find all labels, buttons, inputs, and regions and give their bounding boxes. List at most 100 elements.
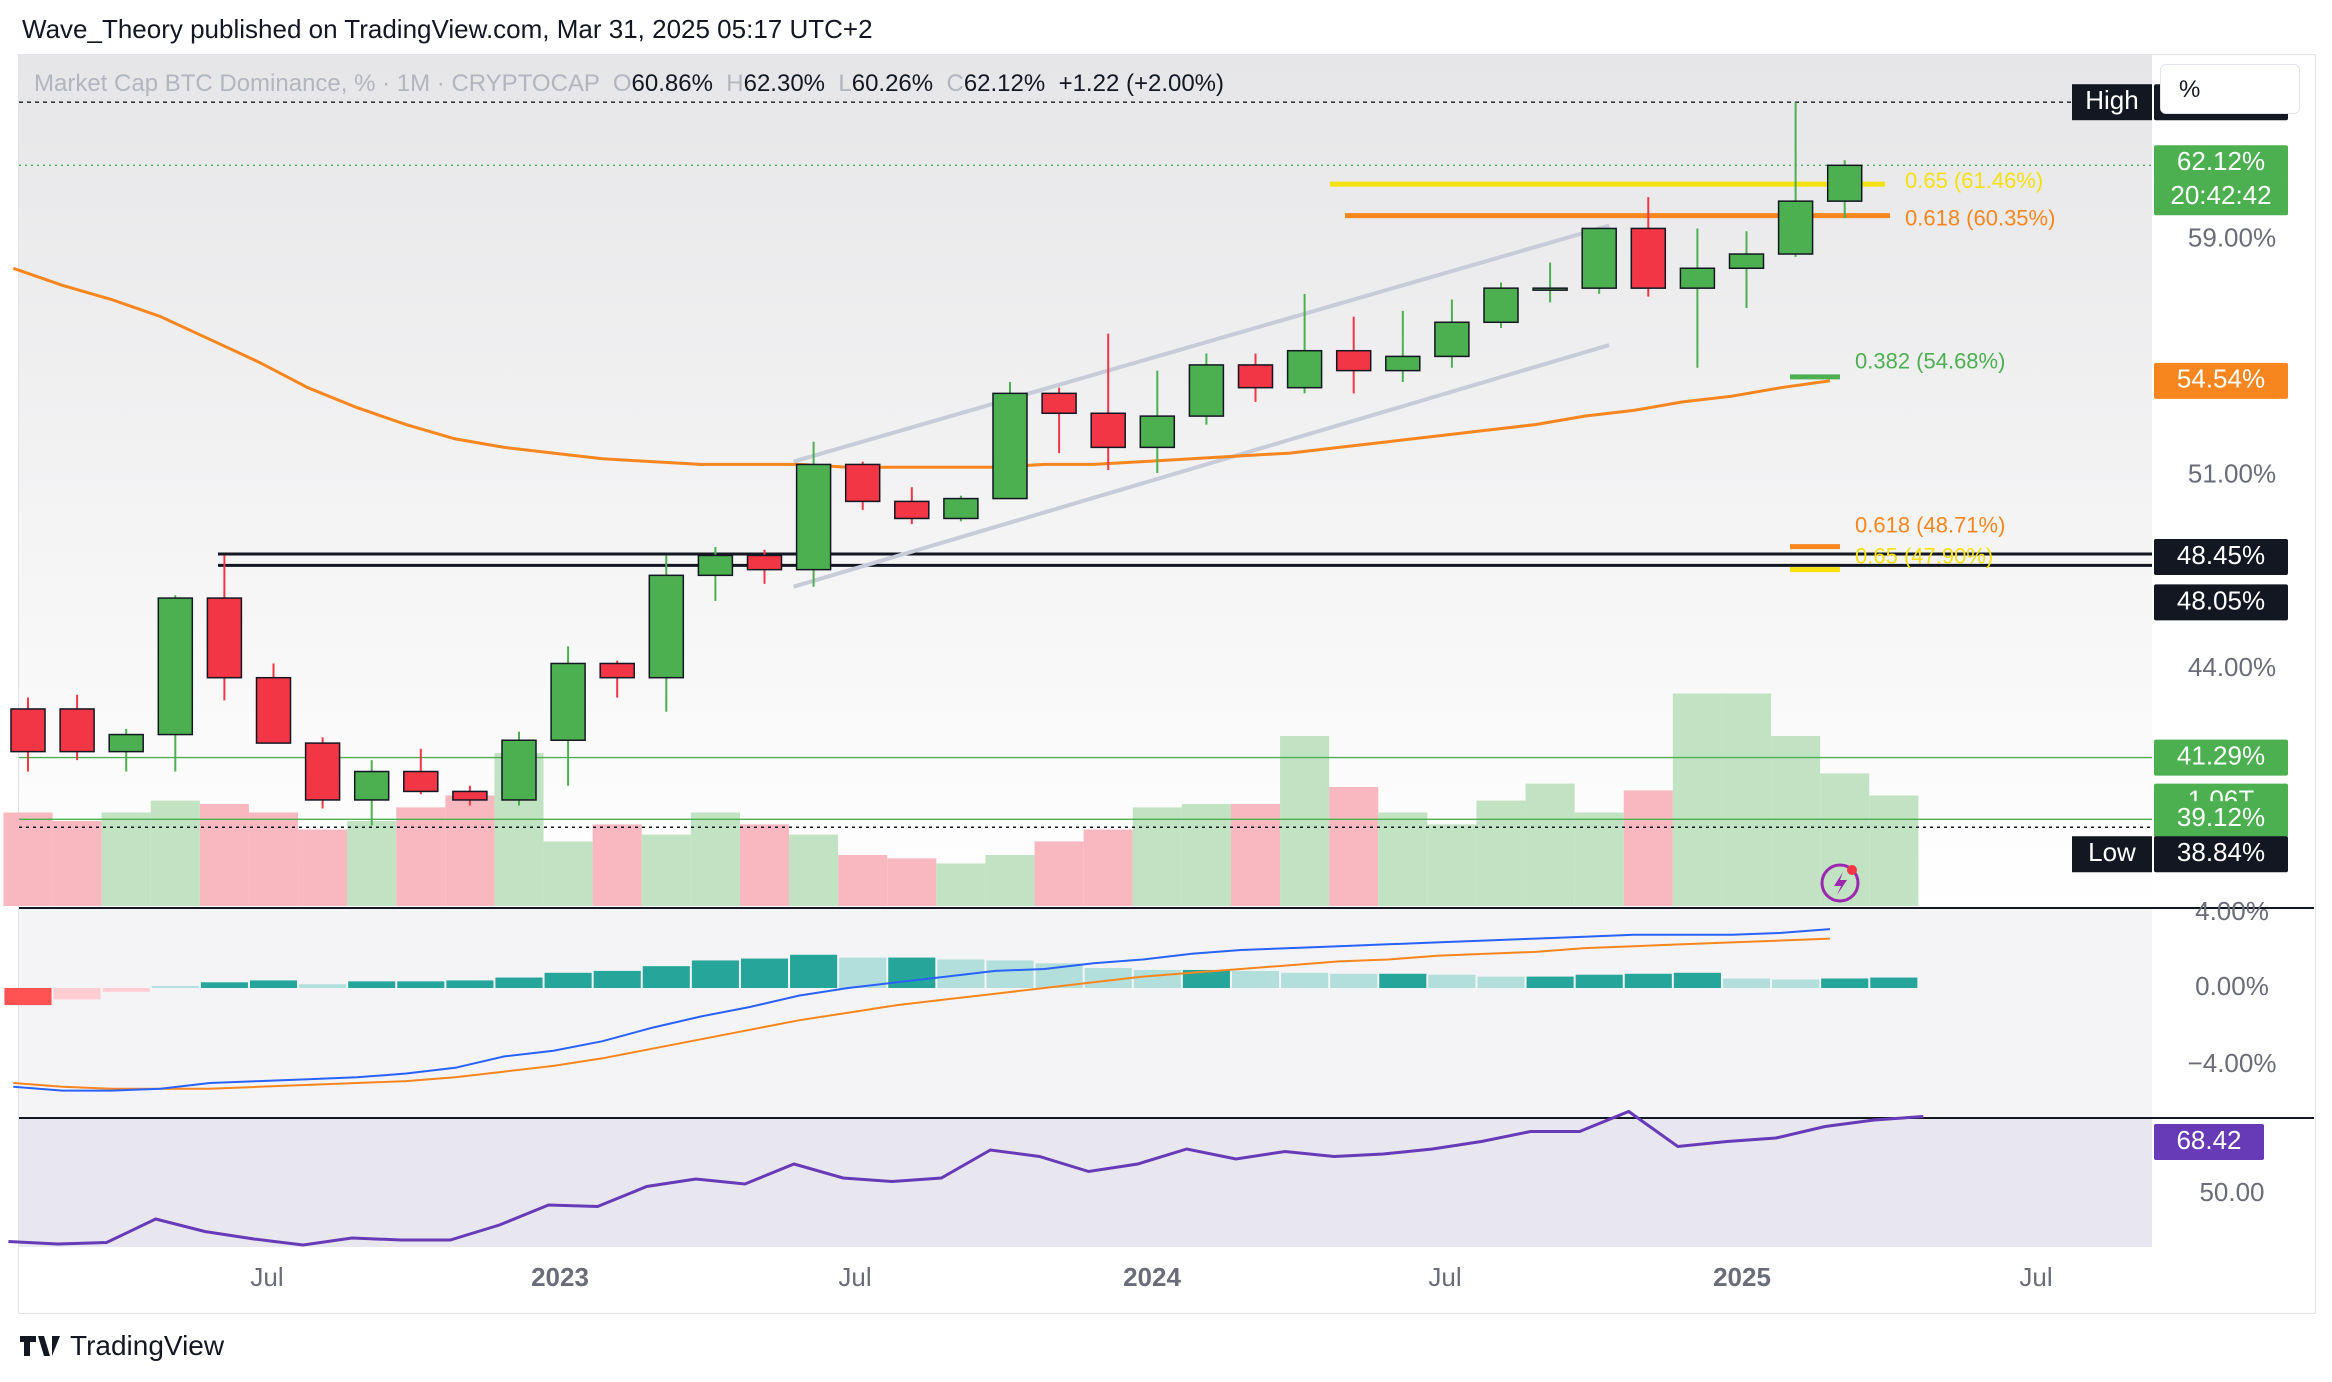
volume-bar bbox=[789, 834, 839, 906]
price-label: 48.05% bbox=[2177, 585, 2265, 615]
macd-histogram-bar bbox=[446, 980, 494, 988]
price-label-bg bbox=[2154, 836, 2288, 873]
macd-histogram-bar bbox=[544, 972, 592, 988]
axis-badge-label: High bbox=[2085, 85, 2138, 115]
candle-body bbox=[304, 742, 341, 801]
volume-bar bbox=[1869, 795, 1919, 906]
legend-change: +1.22 (+2.00%) bbox=[1058, 70, 1225, 97]
volume-bar bbox=[101, 812, 151, 906]
macd-tick-label: −4.00% bbox=[2188, 1048, 2277, 1078]
candle-body bbox=[1483, 287, 1519, 324]
x-tick-label: Jul bbox=[1428, 1262, 1461, 1292]
chart-frame bbox=[18, 54, 2316, 1314]
x-tick-label: 2023 bbox=[531, 1262, 589, 1292]
candle-body bbox=[353, 770, 390, 801]
macd-histogram-bar bbox=[1772, 979, 1820, 988]
channel-upper-line bbox=[793, 223, 1610, 464]
candle-body bbox=[1139, 415, 1176, 449]
volume-bar bbox=[739, 824, 790, 906]
volume-bar bbox=[1083, 829, 1133, 906]
legend-low-label: L bbox=[838, 70, 852, 97]
macd-pane-bg bbox=[19, 909, 2152, 1117]
macd-histogram-bar bbox=[740, 958, 789, 988]
candle-body bbox=[206, 597, 243, 679]
legend-high-label: H bbox=[726, 70, 744, 97]
macd-histogram-bar bbox=[53, 988, 101, 1000]
y-tick-label: 51.00% bbox=[2188, 459, 2276, 489]
price-label: 48.45% bbox=[2177, 540, 2265, 570]
volume-bar bbox=[298, 829, 348, 906]
macd-histogram-bar bbox=[1231, 970, 1280, 988]
x-tick-label: 2024 bbox=[1123, 1262, 1181, 1292]
rsi-tick-label: 50.00 bbox=[2199, 1177, 2264, 1207]
rsi-value-bg bbox=[2154, 1124, 2264, 1160]
volume-bar bbox=[347, 821, 397, 906]
volume-bar bbox=[1280, 736, 1330, 906]
candle-body bbox=[157, 597, 194, 736]
volume-bar bbox=[52, 821, 102, 906]
volume-bar bbox=[936, 863, 986, 906]
macd-histogram-bar bbox=[4, 988, 52, 1006]
candle-body bbox=[59, 708, 95, 753]
rsi-line bbox=[8, 1109, 1924, 1247]
fib-label: 0.65 (47.90%) bbox=[1855, 543, 1993, 568]
price-label: 54.54% bbox=[2177, 364, 2265, 394]
x-tick-label: Jul bbox=[2019, 1262, 2052, 1292]
candle-body bbox=[255, 676, 292, 744]
candle-body bbox=[1777, 200, 1814, 255]
candle-body bbox=[599, 662, 635, 679]
volume-bar bbox=[396, 807, 446, 906]
volume-bar bbox=[1427, 824, 1477, 906]
publish-header: Wave_Theory published on TradingView.com… bbox=[22, 14, 873, 44]
volume-bar bbox=[1771, 736, 1821, 906]
price-label-bg bbox=[2154, 739, 2288, 776]
y-tick-label: 59.00% bbox=[2188, 223, 2276, 253]
axis-badge-label: Low bbox=[2088, 837, 2136, 867]
macd-tick-label: 0.00% bbox=[2195, 971, 2269, 1001]
macd-histogram-bar bbox=[200, 982, 248, 988]
macd-histogram-bar bbox=[1624, 973, 1672, 988]
axis-badge-label-bg bbox=[2072, 836, 2152, 873]
macd-histogram-bar bbox=[1477, 976, 1525, 988]
candle-body bbox=[844, 463, 881, 503]
price-label-bg bbox=[2154, 145, 2288, 182]
volume-bar bbox=[150, 800, 200, 906]
price-label: 41.29% bbox=[2177, 740, 2265, 770]
tradingview-footer[interactable]: TradingView bbox=[20, 1330, 224, 1362]
volume-bar bbox=[1329, 787, 1379, 906]
macd-tick-label: 4.00% bbox=[2195, 896, 2269, 926]
candle-body bbox=[1090, 412, 1126, 449]
legend-open: 60.86% bbox=[631, 70, 713, 97]
macd-histogram-bar bbox=[839, 957, 887, 988]
volume-bar bbox=[1476, 800, 1526, 906]
volume-bar bbox=[1378, 812, 1428, 906]
y-tick-label: 44.00% bbox=[2188, 652, 2276, 682]
macd-histogram-bar bbox=[1133, 969, 1181, 988]
macd-line bbox=[13, 928, 1831, 1092]
symbol-legend: Market Cap BTC Dominance, % · 1M · CRYPT… bbox=[34, 70, 1224, 98]
footer-brand: TradingView bbox=[70, 1330, 225, 1361]
rsi-pane-bg bbox=[19, 1119, 2152, 1247]
macd-histogram-bar bbox=[1084, 968, 1132, 988]
macd-histogram-bar bbox=[249, 980, 298, 988]
price-label-bg bbox=[2154, 362, 2288, 399]
macd-histogram-bar bbox=[1526, 976, 1574, 988]
macd-histogram-bar bbox=[642, 966, 690, 988]
macd-histogram-bar bbox=[102, 988, 150, 992]
fib-label: 0.618 (48.71%) bbox=[1855, 512, 2005, 537]
axis-badge-label-bg bbox=[2072, 84, 2152, 121]
price-label: 20:42:42 bbox=[2170, 180, 2271, 210]
volume-bar bbox=[199, 804, 249, 906]
macd-histogram-bar bbox=[1821, 978, 1869, 988]
volume-bar bbox=[641, 834, 691, 906]
macd-histogram-bar bbox=[397, 981, 445, 988]
x-tick-label: Jul bbox=[838, 1262, 871, 1292]
candle-body bbox=[1581, 227, 1617, 289]
legend-close-label: C bbox=[946, 70, 964, 97]
candle-body bbox=[1434, 321, 1470, 358]
volume-bar bbox=[690, 812, 740, 906]
price-label: 39.12% bbox=[2177, 802, 2265, 832]
fib-label: 0.382 (54.68%) bbox=[1855, 349, 2005, 374]
unit-selector-button[interactable]: % bbox=[2160, 64, 2300, 114]
